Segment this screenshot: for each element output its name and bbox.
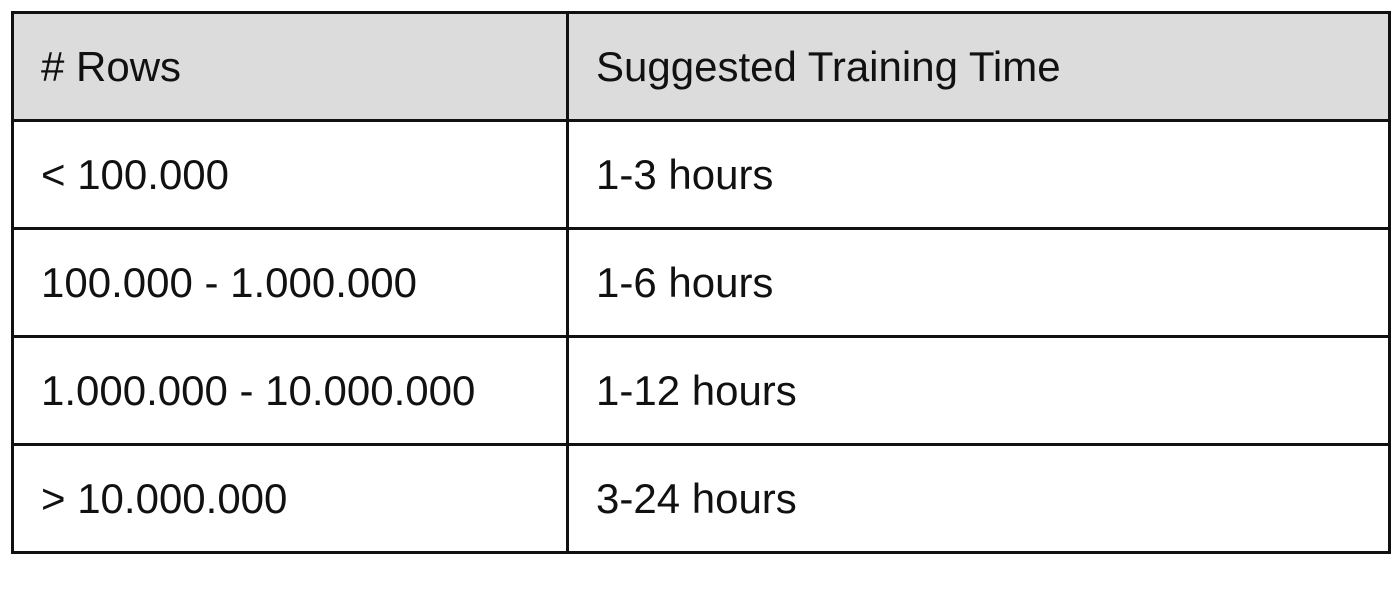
cell-training-time: 1-3 hours — [566, 119, 1391, 230]
cell-rows: < 100.000 — [11, 119, 569, 230]
cell-rows: 1.000.000 - 10.000.000 — [11, 335, 569, 446]
cell-training-time: 3-24 hours — [566, 443, 1391, 554]
header-suggested-training-time: Suggested Training Time — [566, 11, 1391, 122]
table-header-row: # Rows Suggested Training Time — [11, 11, 1391, 122]
table-row: < 100.000 1-3 hours — [11, 119, 1391, 230]
cell-training-time: 1-6 hours — [566, 227, 1391, 338]
cell-rows: 100.000 - 1.000.000 — [11, 227, 569, 338]
cell-training-time: 1-12 hours — [566, 335, 1391, 446]
header-rows: # Rows — [11, 11, 569, 122]
table-row: 100.000 - 1.000.000 1-6 hours — [11, 227, 1391, 338]
training-time-table: # Rows Suggested Training Time < 100.000… — [11, 11, 1391, 554]
table-row: 1.000.000 - 10.000.000 1-12 hours — [11, 335, 1391, 446]
table-row: > 10.000.000 3-24 hours — [11, 443, 1391, 554]
cell-rows: > 10.000.000 — [11, 443, 569, 554]
